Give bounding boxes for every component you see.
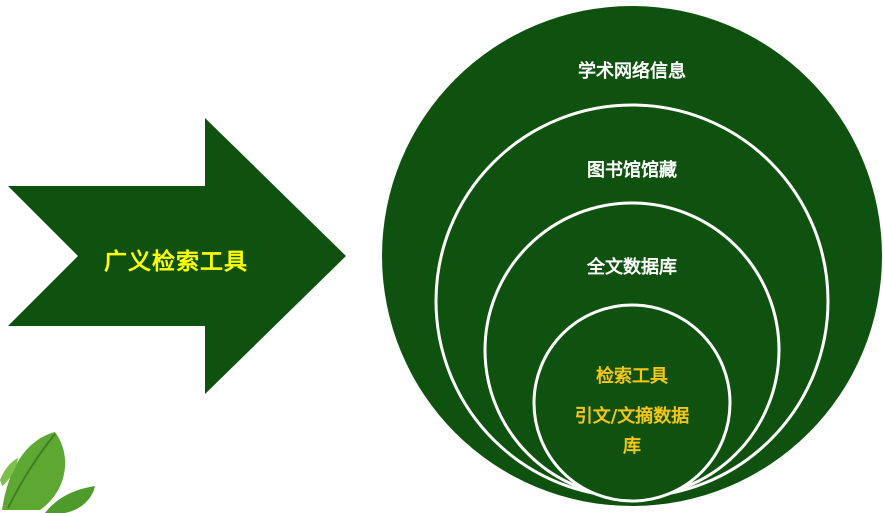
core-circle [532, 303, 732, 503]
core-circle-label-3: 库 [623, 436, 641, 457]
leaf-vein [7, 433, 56, 509]
leaf-icon [0, 458, 18, 486]
leaf-decoration [0, 432, 95, 513]
outer-circle-label: 学术网络信息 [578, 61, 686, 82]
core-circle-label-2: 引文/文摘数据 [574, 406, 690, 427]
arrow-label: 广义检索工具 [104, 249, 248, 275]
core-circle-label-1: 检索工具 [596, 366, 668, 387]
second-circle-label: 图书馆馆藏 [587, 160, 677, 181]
leaf-icon [45, 486, 95, 513]
third-circle-label: 全文数据库 [587, 257, 677, 278]
right-arrow-shape [8, 118, 346, 394]
